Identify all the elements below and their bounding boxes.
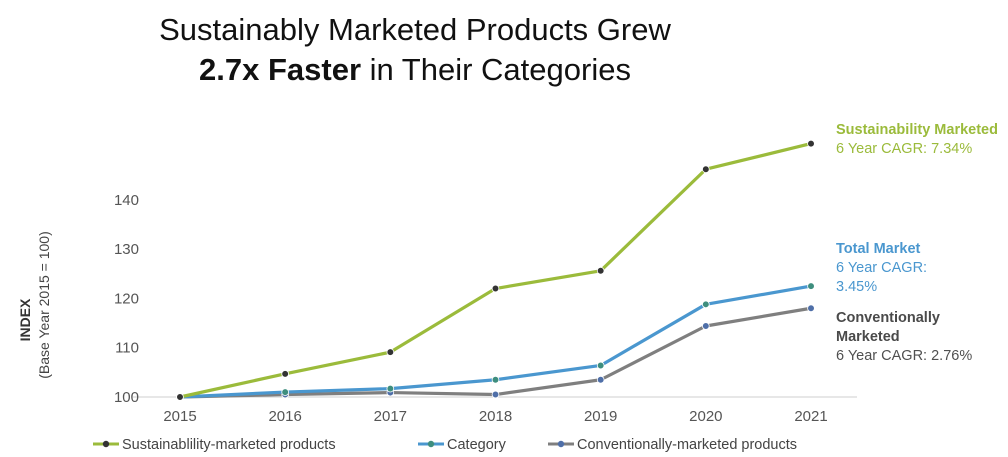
legend-label: Sustainablility-marketed products: [122, 437, 336, 453]
x-tick-label: 2015: [163, 408, 196, 425]
series-category-point: [596, 361, 605, 370]
series-sustainability-point: [807, 139, 815, 148]
series-category: [176, 282, 815, 401]
y-axis-subtitle: (Base Year 2015 = 100): [36, 231, 52, 379]
series-category-point: [281, 388, 289, 396]
legend-swatch-marker: [557, 440, 565, 448]
series-sustainability-point: [386, 348, 395, 356]
x-tick-label: 2020: [689, 408, 722, 425]
title-line-1: Sustainably Marketed Products Grew: [159, 12, 671, 47]
legend-swatch-marker: [427, 440, 435, 448]
series-sustainability-point: [596, 266, 605, 275]
series-layer: [176, 139, 815, 401]
x-tick-label: 2018: [479, 408, 512, 425]
series-conventional-point: [702, 322, 710, 330]
series-sustainability-point: [702, 165, 710, 174]
series-conventional-point: [807, 304, 815, 313]
x-tick-label: 2017: [374, 408, 407, 425]
y-axis-title: INDEX: [17, 298, 33, 341]
legend-item: Sustainablility-marketed products: [93, 437, 336, 453]
annotation-conventional-cagr: 6 Year CAGR: 2.76%: [836, 348, 973, 364]
annotation-sustainability-cagr: 6 Year CAGR: 7.34%: [836, 141, 973, 157]
series-conventional-point: [596, 375, 605, 384]
annotation-total-market: Total Market 6 Year CAGR: 3.45%: [836, 240, 961, 297]
series-category-point: [702, 300, 710, 309]
legend-label: Category: [447, 437, 507, 453]
annotation-sustainability: Sustainability Marketed 6 Year CAGR: 7.3…: [836, 121, 1008, 159]
title-emphasis: 2.7x Faster: [199, 52, 362, 87]
y-axis-label: INDEX (Base Year 2015 = 100): [17, 231, 52, 379]
legend: Sustainablility-marketed products Categor…: [93, 437, 797, 453]
legend-label: Conventionally-marketed products: [577, 437, 797, 453]
y-tick-label: 130: [114, 241, 139, 258]
title-rest: in Their Categories: [361, 52, 631, 87]
title-line-2: 2.7x Faster in Their Categories: [0, 50, 830, 90]
series-conventional-point: [491, 390, 500, 399]
legend-item: Conventionally-marketed products: [548, 437, 797, 453]
series-conventional-line: [178, 306, 813, 399]
series-sustainability-point: [281, 370, 289, 378]
series-sustainability-point: [491, 284, 500, 293]
legend-swatch-marker: [102, 440, 110, 448]
series-conventional: [176, 304, 815, 401]
y-tick-label: 120: [114, 290, 139, 307]
x-tick-label: 2019: [584, 408, 617, 425]
x-ticks: 2015 2016 2017 2018 2019 2020 2021: [163, 408, 827, 425]
annotation-conventional-name: Conventionally Marketed: [836, 310, 940, 345]
annotation-total-market-cagr: 6 Year CAGR: 3.45%: [836, 260, 928, 295]
annotation-conventional: Conventionally Marketed 6 Year CAGR: 2.7…: [836, 309, 986, 366]
y-tick-label: 140: [114, 192, 139, 209]
series-sustainability: [176, 139, 815, 401]
legend-item: Category: [418, 437, 507, 453]
series-sustainability-point: [176, 393, 184, 401]
annotation-sustainability-name: Sustainability Marketed: [836, 122, 998, 138]
chart-title: Sustainably Marketed Products Grew 2.7x …: [0, 10, 830, 90]
series-sustainability-line: [178, 141, 813, 399]
x-tick-label: 2016: [268, 408, 301, 425]
y-tick-label: 110: [115, 340, 139, 357]
series-category-point: [386, 384, 395, 393]
y-ticks: 100 110 120 130 140: [114, 192, 139, 406]
y-tick-label: 100: [114, 389, 139, 406]
series-category-point: [491, 375, 500, 384]
series-category-point: [807, 282, 815, 290]
x-tick-label: 2021: [794, 408, 827, 425]
annotation-total-market-name: Total Market: [836, 241, 921, 257]
